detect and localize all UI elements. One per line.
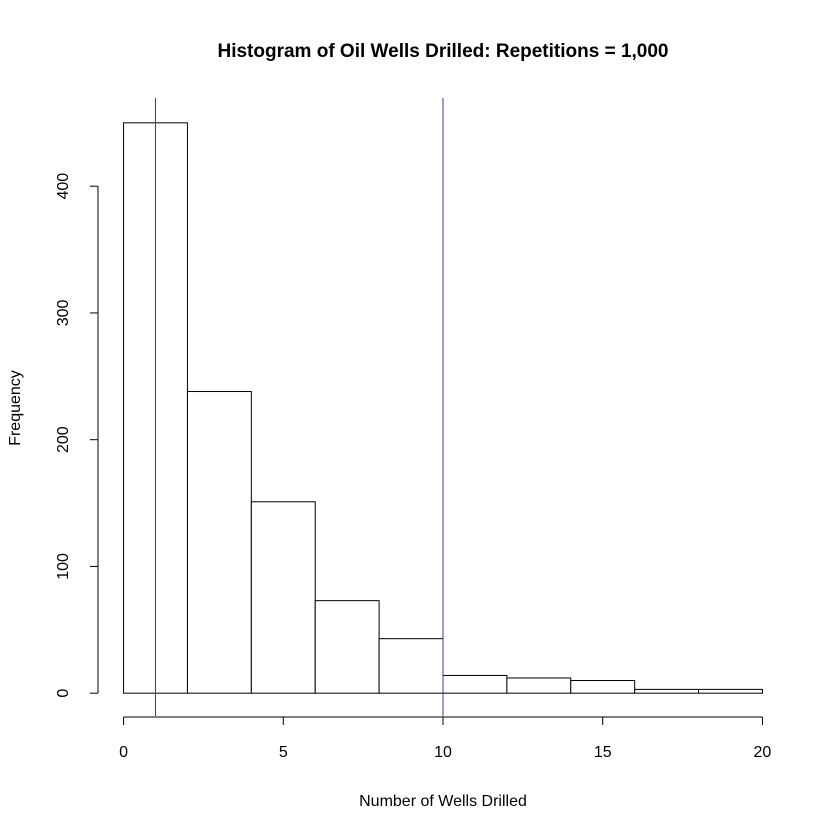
bar [570, 680, 636, 694]
x-tick-label: 20 [754, 744, 772, 761]
x-tick-label: 15 [594, 744, 612, 761]
chart-title: Histogram of Oil Wells Drilled: Repetiti… [217, 41, 668, 62]
bar [186, 391, 252, 694]
bar [698, 688, 763, 694]
y-axis-label: Frequency [7, 370, 24, 446]
bar [634, 688, 700, 694]
bar [506, 677, 572, 694]
y-tick-label: 300 [55, 299, 72, 326]
y-tick-label: 0 [55, 689, 72, 698]
x-axis-label: Number of Wells Drilled [359, 793, 527, 810]
bar [442, 674, 508, 694]
y-tick-label: 200 [55, 426, 72, 453]
x-tick-label: 0 [119, 744, 128, 761]
x-tick-label: 10 [434, 744, 452, 761]
bar [378, 638, 444, 694]
bar [314, 600, 380, 694]
y-tick-label: 100 [55, 553, 72, 580]
bar [250, 501, 316, 694]
x-tick-label: 5 [279, 744, 288, 761]
y-tick-label: 400 [55, 173, 72, 200]
